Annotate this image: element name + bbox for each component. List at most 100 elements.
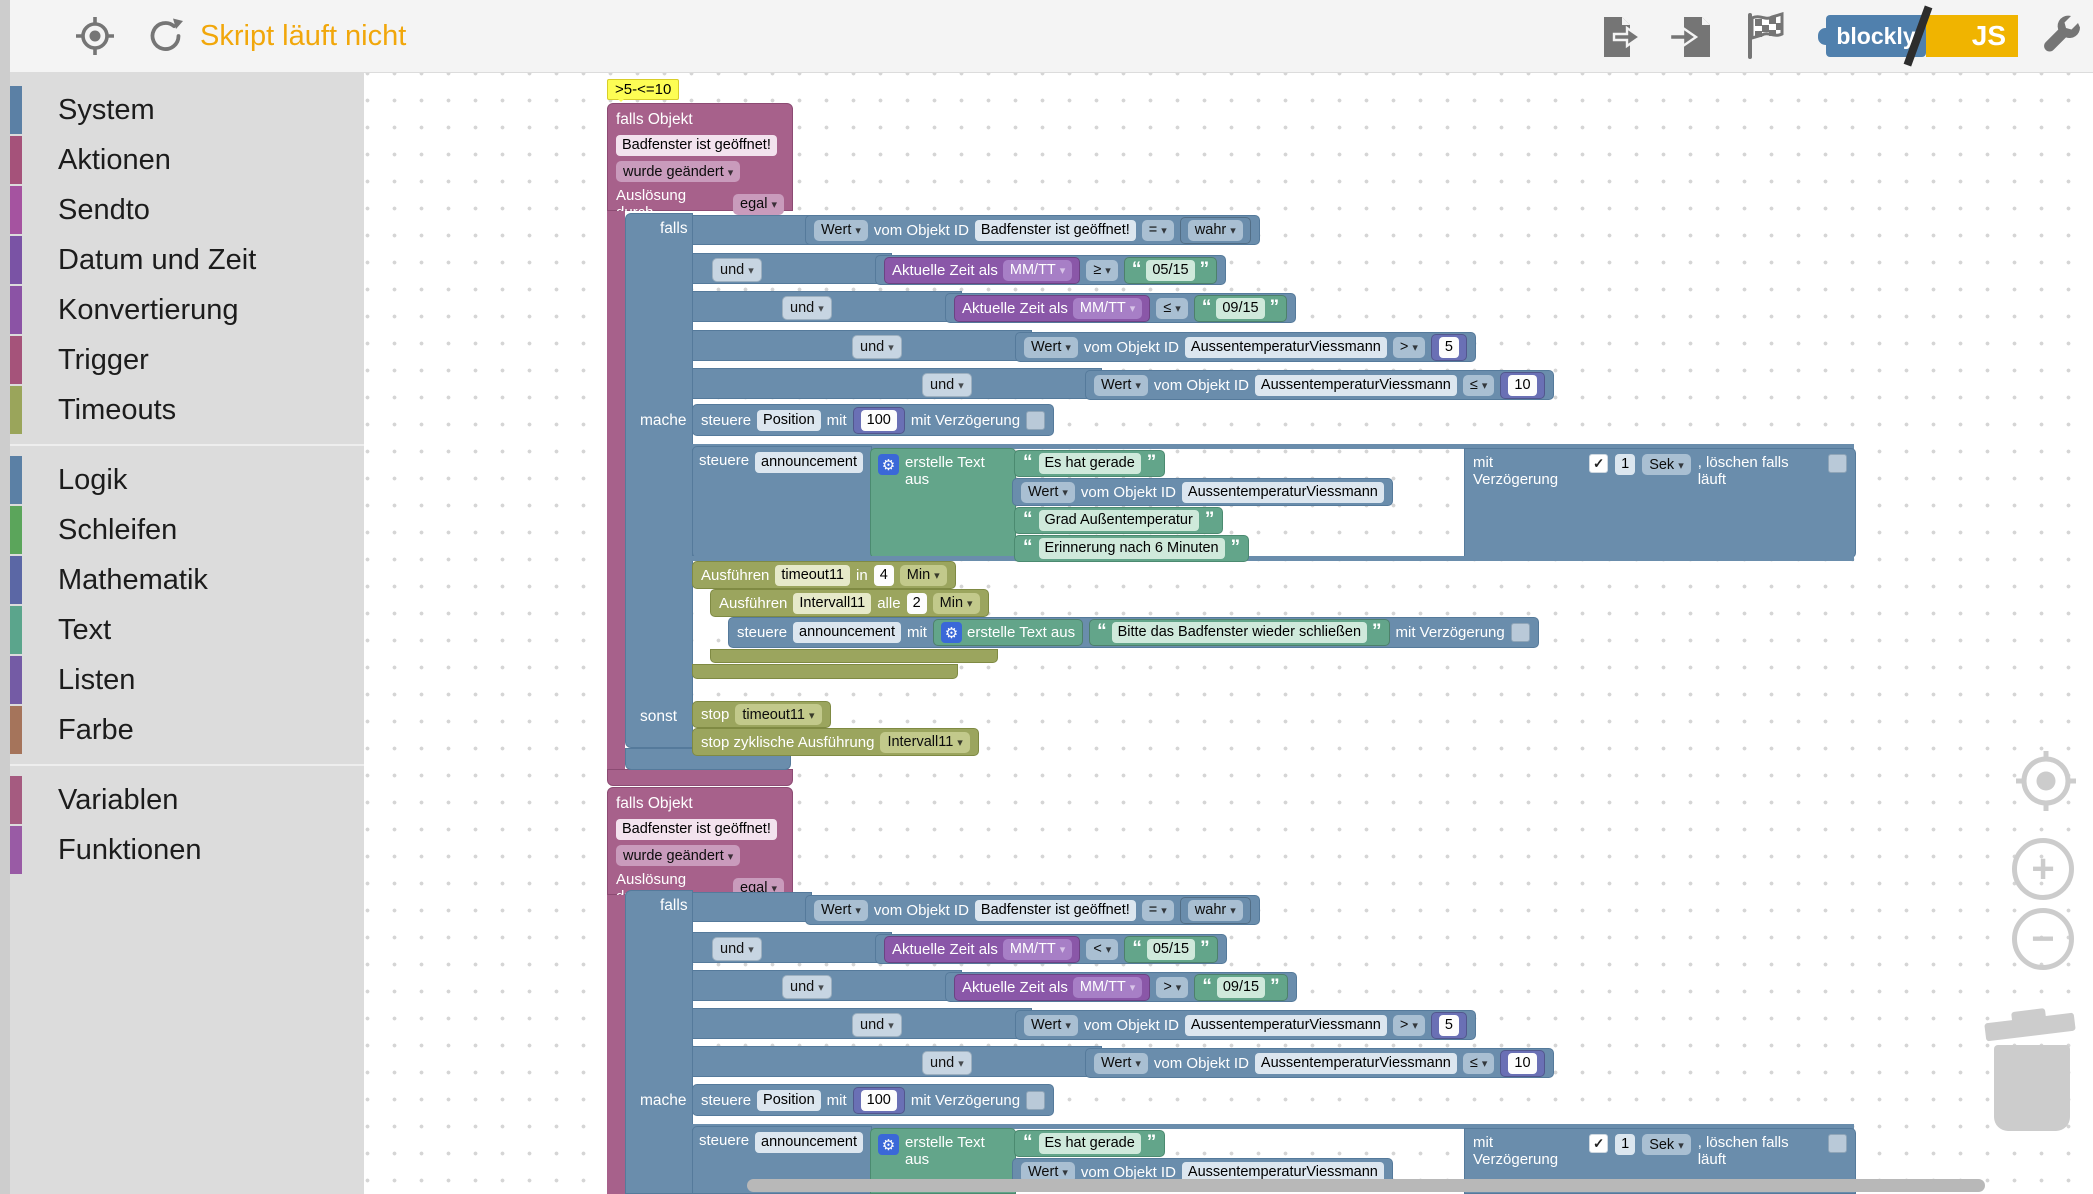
zeit-format-dropdown[interactable]: MM/TT	[1002, 938, 1073, 960]
control-oid-field[interactable]: Position	[757, 1089, 821, 1111]
condition-zeit-block[interactable]: Aktuelle Zeit als MM/TT ≤ 09/15	[945, 293, 1297, 323]
category-aktionen[interactable]: Aktionen	[0, 135, 364, 185]
wert-dropdown[interactable]: Wert	[1021, 1161, 1075, 1183]
js-logo[interactable]: JS	[1926, 15, 2018, 57]
objekt-id-field[interactable]: Badfenster ist geöffnet!	[974, 899, 1136, 921]
delay-checkbox[interactable]	[1589, 1134, 1609, 1153]
trigger-oid-field[interactable]: Badfenster ist geöffnet!	[616, 135, 777, 156]
und-dropdown[interactable]: und	[782, 296, 832, 320]
timeout-block[interactable]: Ausführen timeout11 in 4 Min	[692, 561, 956, 589]
text-field[interactable]: 09/15	[1216, 976, 1266, 998]
export-blocks-icon[interactable]	[1596, 13, 1644, 61]
zeit-format-dropdown[interactable]: MM/TT	[1002, 259, 1073, 281]
text-block[interactable]: Es hat gerade	[1014, 1130, 1166, 1157]
text-field[interactable]: Es hat gerade	[1038, 453, 1141, 474]
if-block-2[interactable]	[625, 890, 693, 1194]
stop-timeout-block[interactable]: stop timeout11	[692, 701, 831, 728]
objekt-id-field[interactable]: AussentemperaturViessmann	[1254, 374, 1457, 396]
und-dropdown[interactable]: und	[922, 373, 972, 397]
interval-block-foot[interactable]	[710, 649, 998, 663]
text-field[interactable]: Grad Außentemperatur	[1038, 510, 1199, 531]
number-field[interactable]: 10	[1508, 374, 1537, 396]
condition-wert-block[interactable]: Wert vom Objekt ID AussentemperaturViess…	[1015, 1010, 1476, 1040]
delay-checkbox[interactable]	[1510, 623, 1530, 642]
control-oid-field[interactable]: announcement	[755, 1132, 863, 1153]
trash-lid-icon[interactable]	[1984, 1012, 2076, 1042]
restart-icon[interactable]	[145, 15, 187, 57]
delay-unit-dropdown[interactable]: Sek	[1642, 454, 1691, 475]
category-timeouts[interactable]: Timeouts	[0, 385, 364, 435]
trigger-block-2-spine[interactable]	[607, 895, 625, 1194]
stop-timeout-dropdown[interactable]: timeout11	[735, 704, 822, 725]
text-block[interactable]: Es hat gerade	[1014, 450, 1166, 477]
wert-dropdown[interactable]: Wert	[1024, 336, 1078, 358]
wert-dropdown[interactable]: Wert	[1094, 1052, 1148, 1074]
compare-op-dropdown[interactable]: >	[1156, 976, 1189, 998]
check-blocks-icon[interactable]	[1742, 11, 1790, 60]
math-number-block[interactable]: 100	[852, 1086, 905, 1114]
category-sendto[interactable]: Sendto	[0, 185, 364, 235]
control-block-announcement-top[interactable]	[692, 1124, 1854, 1129]
horizontal-scrollbar[interactable]	[747, 1179, 1985, 1192]
timeout-unit-dropdown[interactable]: Min	[899, 564, 947, 586]
trigger-edge-dropdown[interactable]: egal	[733, 193, 784, 215]
category-funktionen[interactable]: Funktionen	[0, 825, 364, 875]
category-variablen[interactable]: Variablen	[0, 775, 364, 825]
trigger-change-dropdown[interactable]: wurde geändert	[616, 161, 741, 182]
condition-wert-block[interactable]: Wert vom Objekt ID AussentemperaturViess…	[1015, 332, 1476, 362]
zoom-reset-button[interactable]	[2014, 749, 2078, 813]
compare-op-dropdown[interactable]: =	[1141, 219, 1174, 241]
text-field[interactable]: 05/15	[1146, 938, 1196, 960]
category-farbe[interactable]: Farbe	[0, 705, 364, 755]
if-block-1[interactable]	[625, 213, 693, 748]
zeit-block[interactable]: Aktuelle Zeit als MM/TT	[884, 935, 1081, 963]
compare-op-dropdown[interactable]: ≤	[1462, 374, 1495, 396]
condition-zeit-block[interactable]: Aktuelle Zeit als MM/TT ≥ 05/15	[875, 255, 1227, 285]
text-block[interactable]: 09/15	[1194, 973, 1288, 1001]
text-field[interactable]: 09/15	[1216, 297, 1265, 319]
mutator-gear-icon[interactable]: ⚙	[940, 622, 962, 643]
timeout-name-field[interactable]: timeout11	[775, 564, 850, 586]
timeout-value-field[interactable]: 4	[873, 564, 894, 586]
zeit-block[interactable]: Aktuelle Zeit als MM/TT	[884, 256, 1081, 284]
wert-block[interactable]: Wert vom Objekt ID AussentemperaturViess…	[1012, 478, 1393, 506]
und-dropdown[interactable]: und	[782, 975, 832, 999]
compare-op-dropdown[interactable]: ≤	[1156, 297, 1188, 319]
number-field[interactable]: 5	[1438, 1014, 1459, 1036]
interval-unit-dropdown[interactable]: Min	[932, 592, 980, 614]
math-number-block[interactable]: 100	[852, 406, 905, 434]
text-field[interactable]: Bitte das Badfenster wieder schließen	[1111, 622, 1368, 643]
objekt-id-field[interactable]: AussentemperaturViessmann	[1181, 1161, 1384, 1183]
text-field[interactable]: Erinnerung nach 6 Minuten	[1038, 538, 1225, 559]
if-block-1-header[interactable]	[692, 215, 812, 245]
text-block[interactable]: 05/15	[1124, 935, 1218, 963]
locate-blocks-icon[interactable]	[74, 15, 116, 57]
category-mathematik[interactable]: Mathematik	[0, 555, 364, 605]
block-comment[interactable]: >5-<=10	[607, 79, 680, 102]
category-datum-und-zeit[interactable]: Datum und Zeit	[0, 235, 364, 285]
objekt-id-field[interactable]: Badfenster ist geöffnet!	[974, 219, 1136, 241]
control-block-announcement-top[interactable]	[692, 444, 1854, 449]
mutator-gear-icon[interactable]: ⚙	[878, 454, 899, 475]
control-block-announcement-right[interactable]: mit Verzögerung 1 Sek , löschen falls lä…	[1464, 448, 1856, 558]
wert-dropdown[interactable]: Wert	[1094, 374, 1148, 396]
create-text-block[interactable]: ⚙ erstelle Text aus	[932, 619, 1084, 646]
number-field[interactable]: 100	[860, 409, 897, 431]
trigger-block-1-foot[interactable]	[607, 769, 793, 786]
condition-wert-block[interactable]: Wert vom Objekt ID Badfenster ist geöffn…	[805, 215, 1260, 245]
condition-zeit-block[interactable]: Aktuelle Zeit als MM/TT > 09/15	[945, 972, 1297, 1002]
category-schleifen[interactable]: Schleifen	[0, 505, 364, 555]
delay-value-field[interactable]: 1	[1615, 454, 1636, 475]
settings-wrench-icon[interactable]	[2038, 14, 2084, 60]
category-text[interactable]: Text	[0, 605, 364, 655]
control-oid-field[interactable]: announcement	[793, 622, 901, 643]
compare-op-dropdown[interactable]: =	[1141, 899, 1174, 921]
logic-boolean-block[interactable]: wahr	[1179, 216, 1251, 244]
interval-block[interactable]: Ausführen Intervall11 alle 2 Min	[710, 589, 989, 617]
delay-value-field[interactable]: 1	[1615, 1134, 1636, 1155]
wert-dropdown[interactable]: Wert	[1024, 1014, 1078, 1036]
objekt-id-field[interactable]: AussentemperaturViessmann	[1181, 481, 1384, 503]
logic-boolean-block[interactable]: wahr	[1179, 896, 1251, 924]
und-dropdown[interactable]: und	[852, 335, 902, 359]
und-dropdown[interactable]: und	[712, 258, 762, 282]
